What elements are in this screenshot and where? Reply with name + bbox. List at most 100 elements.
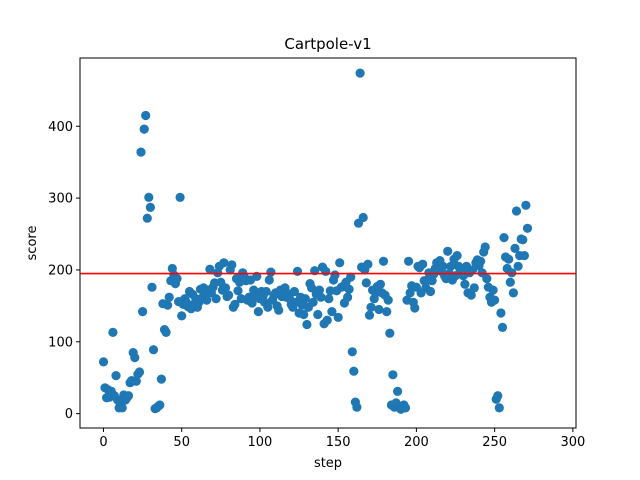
data-point [519,251,530,261]
data-point [438,261,448,271]
data-point [363,259,373,269]
data-point [364,310,375,320]
data-point [374,304,384,315]
data-point [289,286,299,297]
chart-title: Cartpole-v1 [284,35,371,53]
data-point [155,400,165,410]
data-point [410,303,420,313]
data-point [366,302,376,312]
data-point [324,294,334,304]
data-point [499,233,509,243]
data-point [344,284,354,294]
x-tick-label: 300 [560,435,585,450]
data-point [385,328,395,338]
data-point [139,124,149,134]
data-point [156,374,166,384]
data-point [253,307,263,317]
data-point [335,258,345,268]
x-tick-label: 0 [99,435,107,450]
data-point [522,223,533,233]
data-point [299,309,309,320]
data-point [177,311,187,321]
data-point [452,251,462,261]
data-point [233,286,243,296]
x-tick-label: 250 [482,435,507,450]
data-point [511,206,522,216]
data-point [145,202,155,212]
data-point [134,367,145,377]
data-point [518,235,528,245]
data-point [274,305,284,315]
data-point [130,353,140,363]
data-point [314,285,324,295]
y-axis-label: score [25,226,40,261]
data-point [343,292,353,302]
data-point [476,256,486,266]
data-point [400,403,411,413]
data-point [510,243,520,253]
data-point [504,254,514,264]
data-point [220,283,231,293]
plot-frame [79,57,577,429]
data-point [322,315,332,325]
data-point [488,285,498,295]
data-point [123,391,134,401]
data-point [205,264,215,274]
data-point [247,298,257,308]
data-point [493,391,503,401]
y-axis-ticks: 0 100 200 300 400 [48,120,80,422]
data-point [388,370,398,380]
data-point [136,147,146,157]
data-point [138,307,148,317]
data-point [147,282,157,292]
data-point [164,292,174,302]
data-point [300,294,310,304]
data-point [494,403,504,413]
data-point [230,299,240,309]
data-point [211,294,221,304]
data-point [117,403,127,413]
data-point [292,266,303,276]
data-point [490,295,500,305]
data-point [219,258,229,268]
data-point [508,288,518,298]
data-point [378,256,389,266]
data-point [321,266,331,276]
data-point [393,386,403,396]
data-point [141,110,151,121]
data-point [308,297,318,307]
data-point [497,322,508,332]
data-point [316,292,326,302]
data-point [382,307,392,317]
y-tick-label: 0 [65,407,73,422]
data-point [446,261,456,271]
data-point [505,277,515,287]
data-point [111,371,121,381]
data-point [163,300,173,310]
data-point [175,192,185,202]
data-point [330,270,340,280]
data-point [349,366,359,376]
data-point [98,357,109,367]
data-point [496,308,506,318]
data-point [148,345,159,355]
data-point [482,274,492,284]
data-point [375,279,385,289]
data-point [355,68,365,78]
data-point [313,309,323,320]
data-point [358,212,368,223]
data-point [327,307,337,317]
data-point [325,286,335,296]
data-point [513,261,523,271]
data-point [161,327,171,337]
data-point [425,286,436,297]
x-tick-label: 200 [404,435,429,450]
data-point [443,246,453,256]
x-tick-label: 150 [326,435,351,450]
data-point [307,283,317,293]
data-point [263,302,273,312]
data-point [460,279,470,289]
data-point [142,213,152,223]
data-point [202,295,212,305]
